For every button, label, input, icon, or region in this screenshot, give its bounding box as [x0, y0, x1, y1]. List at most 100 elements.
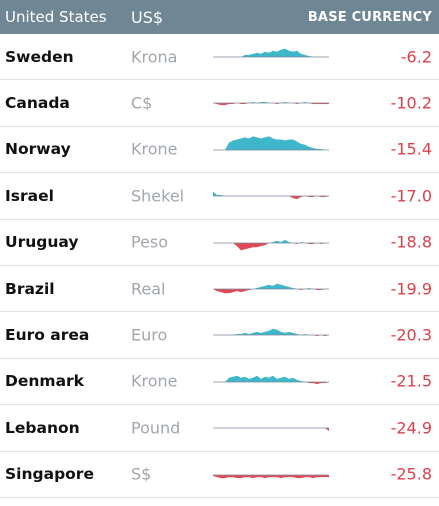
- sparkline-segment: [249, 474, 253, 478]
- sparkline-segment: [249, 53, 253, 57]
- sparkline-segment: [229, 376, 233, 382]
- sparkline-segment: [233, 474, 237, 478]
- sparkline-segment: [225, 103, 229, 106]
- sparkline-segment: [249, 242, 253, 248]
- sparkline-segment: [293, 377, 297, 382]
- sparkline-segment: [305, 144, 309, 150]
- sparkline-segment: [265, 242, 269, 245]
- sparkline-segment: [241, 376, 245, 382]
- sparkline-segment: [253, 375, 257, 382]
- change-value: -10.2: [390, 93, 432, 113]
- sparkline-segment: [233, 375, 237, 382]
- sparkline-segment: [325, 474, 329, 477]
- sparkline-segment: [273, 138, 277, 150]
- sparkline: [213, 239, 329, 250]
- sparkline-segment: [277, 283, 281, 289]
- change-value: -24.9: [390, 418, 432, 438]
- change-value: -25.8: [390, 464, 432, 484]
- sparkline: [213, 48, 329, 58]
- sparkline-segment: [313, 381, 317, 384]
- sparkline-segment: [241, 137, 245, 150]
- sparkline-segment: [265, 284, 269, 289]
- sparkline-segment: [233, 288, 237, 293]
- sparkline-segment: [261, 242, 265, 246]
- sparkline-segment: [229, 140, 233, 150]
- sparkline-segment: [221, 103, 225, 106]
- sparkline-segment: [257, 137, 261, 150]
- table-body: Sweden Krona -6.2 Canada C$ -10.2 Norway Krone -…: [0, 34, 439, 498]
- sparkline-segment: [249, 377, 253, 382]
- sparkline-segment: [289, 332, 293, 336]
- sparkline-segment: [249, 333, 253, 336]
- country-name: Brazil: [5, 279, 55, 298]
- sparkline-segment: [269, 474, 273, 477]
- country-name: Lebanon: [5, 418, 80, 437]
- sparkline-segment: [253, 474, 257, 478]
- currency-name: Shekel: [131, 186, 185, 206]
- sparkline-segment: [213, 191, 217, 197]
- currency-name: Krone: [131, 139, 178, 159]
- sparkline-segment: [277, 474, 281, 478]
- sparkline-segment: [225, 288, 229, 294]
- sparkline-segment: [297, 50, 301, 57]
- sparkline-segment: [277, 139, 281, 150]
- sparkline-segment: [301, 474, 305, 478]
- sparkline: [213, 375, 329, 384]
- sparkline-segment: [297, 141, 301, 150]
- country-name: Canada: [5, 94, 70, 113]
- sparkline-segment: [281, 332, 285, 336]
- country-name: Denmark: [5, 372, 84, 391]
- header-country: United States: [5, 8, 107, 26]
- sparkline-segment: [301, 53, 305, 57]
- country-name: Euro area: [5, 326, 90, 345]
- sparkline-segment: [309, 146, 313, 150]
- sparkline-segment: [261, 285, 265, 289]
- sparkline: [213, 474, 329, 478]
- sparkline-segment: [289, 196, 293, 199]
- sparkline-segment: [261, 376, 265, 382]
- sparkline-segment: [245, 376, 249, 382]
- country-name: Israel: [5, 186, 54, 205]
- change-value: -15.4: [390, 139, 432, 159]
- sparkline-segment: [293, 139, 297, 150]
- sparkline-segment: [261, 137, 265, 150]
- sparkline-segment: [225, 377, 229, 382]
- sparkline-segment: [305, 474, 309, 477]
- table-row: Lebanon Pound -24.9: [0, 405, 439, 452]
- sparkline-segment: [313, 474, 317, 478]
- sparkline-segment: [265, 474, 269, 478]
- sparkline-segment: [265, 136, 269, 150]
- currency-name: C$: [131, 93, 153, 113]
- sparkline-segment: [285, 285, 289, 289]
- change-value: -18.8: [390, 232, 432, 252]
- table-row: Canada C$ -10.2: [0, 80, 439, 127]
- sparkline-segment: [261, 474, 265, 478]
- change-value: -21.5: [390, 371, 432, 391]
- sparkline-segment: [289, 286, 293, 289]
- sparkline-segment: [273, 50, 277, 57]
- sparkline-segment: [277, 240, 281, 243]
- sparkline-segment: [241, 333, 245, 336]
- sparkline-segment: [253, 332, 257, 336]
- sparkline-segment: [313, 147, 317, 150]
- country-name: Uruguay: [5, 233, 79, 252]
- sparkline-segment: [237, 138, 241, 150]
- sparkline-segment: [213, 288, 217, 292]
- sparkline-segment: [245, 333, 249, 336]
- sparkline-segment: [293, 50, 297, 57]
- sparkline-segment: [221, 288, 225, 294]
- sparkline-segment: [309, 474, 313, 478]
- sparkline-segment: [273, 240, 277, 243]
- sparkline-segment: [213, 474, 217, 477]
- sparkline-segment: [257, 332, 261, 336]
- sparkline-segment: [229, 288, 233, 294]
- sparkline-segment: [281, 376, 285, 382]
- sparkline-segment: [221, 474, 225, 478]
- sparkline-segment: [277, 377, 281, 382]
- sparkline-segment: [285, 48, 289, 57]
- sparkline-segment: [217, 288, 221, 293]
- change-value: -17.0: [390, 186, 432, 206]
- sparkline-segment: [257, 52, 261, 57]
- sparkline-segment: [281, 284, 285, 289]
